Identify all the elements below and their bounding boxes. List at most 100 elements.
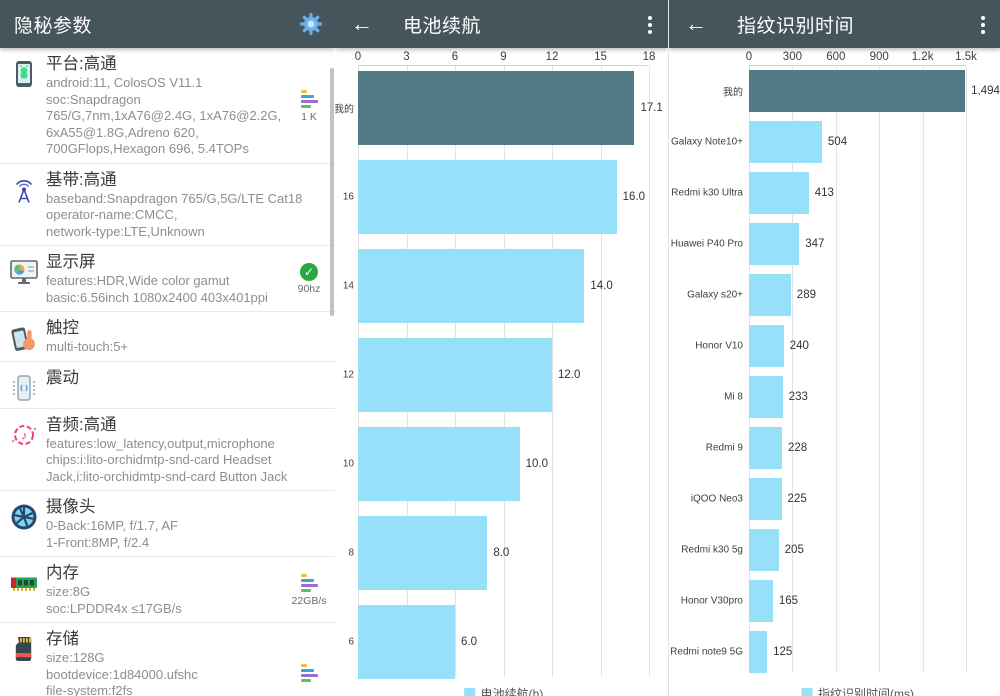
item-body: 摄像头 0-Back:16MP, f/1.7, AF 1-Front:8MP, f/… bbox=[46, 497, 335, 551]
item-detail: operator-name:CMCC, bbox=[46, 207, 178, 222]
list-item[interactable]: 内存 size:8G soc:LPDDR4x ≤17GB/s 22GB/s bbox=[0, 557, 335, 623]
grid-line bbox=[749, 66, 750, 673]
ram-icon bbox=[9, 568, 39, 598]
app-title: 隐秘参数 bbox=[14, 15, 93, 37]
bar-highlight bbox=[358, 71, 635, 145]
category-label: 我的 bbox=[335, 104, 354, 116]
item-badge: 22GB/s bbox=[285, 563, 335, 617]
back-arrow-icon[interactable]: ← bbox=[685, 11, 707, 36]
item-body: 基带:高通 baseband:Snapdragon 765/G,5G/LTE Ca… bbox=[46, 170, 335, 241]
overflow-menu-icon[interactable] bbox=[646, 14, 654, 36]
item-detail: bootdevice:1d84000.ufshc bbox=[46, 666, 198, 682]
mini-bar-chart-icon bbox=[300, 573, 318, 593]
scrollbar[interactable] bbox=[330, 68, 334, 316]
category-label: 6 bbox=[348, 636, 354, 648]
axis-tick-label: 1.5k bbox=[955, 51, 977, 63]
category-label: 14 bbox=[342, 280, 354, 292]
category-label: Redmi 9 bbox=[705, 442, 743, 454]
settings-gear-icon[interactable] bbox=[299, 12, 323, 36]
category-label: Honor V30pro bbox=[680, 595, 743, 607]
bar-series bbox=[749, 529, 779, 571]
monitor-icon bbox=[9, 257, 39, 287]
axis-tick-label: 1.2k bbox=[911, 51, 934, 63]
category-label: Honor V10 bbox=[695, 340, 743, 352]
grid-line bbox=[966, 66, 967, 673]
item-detail: 0-Back:16MP, f/1.7, AF bbox=[46, 518, 178, 533]
battery-chart-panel: ← 电池续航 0 3 6 9 12 15 18 我的 17.1 16 16.0 14 14.0 12 12.… bbox=[335, 0, 668, 696]
bar-series bbox=[358, 427, 520, 501]
bar-series bbox=[358, 160, 617, 234]
battery-appbar: ← 电池续航 bbox=[335, 0, 668, 48]
badge-label: 90hz bbox=[297, 283, 321, 295]
value-label: 225 bbox=[787, 493, 807, 505]
axis-tick-label: 3 bbox=[403, 51, 410, 63]
axis-tick-label: 6 bbox=[451, 51, 459, 63]
item-title: 内存 bbox=[46, 564, 79, 582]
item-detail: size:8G bbox=[46, 584, 91, 599]
category-label: 8 bbox=[348, 547, 354, 559]
value-label: 8.0 bbox=[493, 547, 510, 559]
list-item[interactable]: ♪ 音频:高通 features:low_latency,output,microp… bbox=[0, 409, 335, 491]
list-item[interactable]: 摄像头 0-Back:16MP, f/1.7, AF 1-Front:8MP, f/… bbox=[0, 491, 335, 557]
category-label: 10 bbox=[342, 458, 354, 470]
value-label: 205 bbox=[784, 544, 804, 556]
overflow-menu-icon[interactable] bbox=[979, 14, 987, 36]
bar-series bbox=[749, 478, 782, 520]
item-body: 存储 size:128G bootdevice:1d84000.ufshc file-… bbox=[46, 629, 285, 696]
grid-line bbox=[879, 66, 881, 673]
list-item[interactable]: 基带:高通 baseband:Snapdragon 765/G,5G/LTE Ca… bbox=[0, 164, 335, 246]
item-detail: features:low_latency,output,microphone bbox=[46, 435, 275, 451]
item-title: 基带:高通 bbox=[46, 170, 117, 189]
item-body: 内存 size:8G soc:LPDDR4x ≤17GB/s bbox=[46, 563, 285, 617]
back-arrow-icon[interactable]: ← bbox=[351, 11, 373, 36]
axis-tick-label: 900 bbox=[869, 51, 889, 63]
value-label: 228 bbox=[787, 442, 808, 454]
category-label: 我的 bbox=[723, 87, 743, 99]
chart-legend: 电池续航(h) bbox=[463, 685, 543, 696]
badge-label: 1 K bbox=[301, 110, 317, 123]
list-item[interactable]: 震动 bbox=[0, 362, 335, 409]
item-detail: basic:6.56inch 1080x2400 403x401ppi bbox=[46, 289, 268, 305]
value-label: 413 bbox=[814, 187, 834, 199]
item-body: 平台:高通 android:11, ColosOS V11.1 soc:Snapdr… bbox=[46, 54, 285, 158]
value-label: 6.0 bbox=[461, 636, 477, 648]
item-detail: 1-Front:8MP, f/2.4 bbox=[46, 534, 150, 550]
mini-bar-chart-icon bbox=[300, 663, 318, 683]
item-title: 触控 bbox=[46, 319, 79, 337]
bar-series bbox=[749, 580, 773, 622]
chart-legend: 指纹识别时间(ms) bbox=[801, 685, 914, 696]
item-title: 音频:高通 bbox=[46, 415, 117, 434]
mini-bar-chart-icon bbox=[300, 89, 318, 109]
item-detail: chips:i:lito-orchidmtp-snd-card Headset … bbox=[46, 452, 288, 484]
grid-line bbox=[922, 66, 924, 673]
spec-list: 平台:高通 android:11, ColosOS V11.1 soc:Snapdr… bbox=[0, 48, 335, 696]
legend-swatch bbox=[801, 688, 812, 696]
item-detail: size:128G bbox=[46, 650, 105, 665]
x-axis-line bbox=[358, 65, 649, 66]
touch-icon bbox=[9, 323, 39, 353]
item-title: 摄像头 bbox=[46, 498, 96, 516]
list-item[interactable]: 存储 size:128G bootdevice:1d84000.ufshc file-… bbox=[0, 623, 335, 696]
grid-line bbox=[552, 66, 553, 677]
battery-chart: 0 3 6 9 12 15 18 我的 17.1 16 16.0 14 14.0 12 12.0 10 10.0… bbox=[335, 48, 668, 696]
axis-tick-label: 300 bbox=[782, 51, 802, 63]
item-detail: network-type:LTE,Unknown bbox=[46, 223, 205, 239]
item-detail: features:HDR,Wide color gamut bbox=[46, 273, 230, 288]
category-label: Galaxy Note10+ bbox=[671, 136, 743, 148]
specs-appbar: 隐秘参数 bbox=[0, 0, 335, 48]
audio-icon: ♪ bbox=[9, 420, 39, 450]
bar-highlight bbox=[749, 70, 966, 112]
bar-series bbox=[749, 172, 809, 214]
value-label: 125 bbox=[773, 646, 793, 658]
list-item[interactable]: 平台:高通 android:11, ColosOS V11.1 soc:Snapdr… bbox=[0, 48, 335, 164]
sdcard-icon bbox=[9, 634, 39, 664]
value-label: 1,494 bbox=[971, 85, 1000, 97]
value-label: 16.0 bbox=[622, 191, 646, 203]
bar-series bbox=[749, 121, 822, 163]
list-item[interactable]: 显示屏 features:HDR,Wide color gamut basic:6.… bbox=[0, 246, 335, 312]
axis-tick-label: 12 bbox=[545, 51, 559, 63]
legend-label: 指纹识别时间(ms) bbox=[818, 687, 914, 696]
list-item[interactable]: 触控 multi-touch:5+ bbox=[0, 312, 335, 362]
category-label: iQOO Neo3 bbox=[690, 493, 743, 505]
category-label: Galaxy s20+ bbox=[687, 289, 743, 301]
